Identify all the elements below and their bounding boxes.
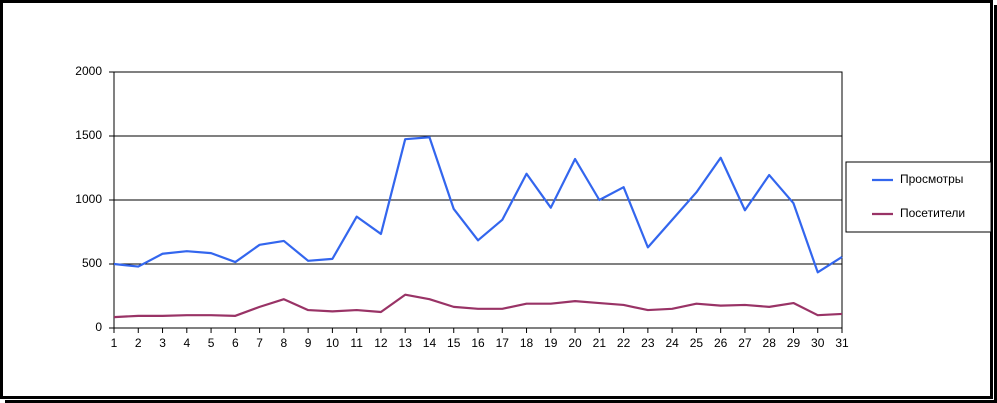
y-tick-label: 1000 <box>75 192 102 206</box>
series-line <box>113 136 843 274</box>
frame-shadow <box>994 5 997 403</box>
x-tick-label: 3 <box>159 336 166 350</box>
x-tick-label: 7 <box>256 336 263 350</box>
y-tick-label: 500 <box>82 256 102 270</box>
x-tick-label: 2 <box>135 336 142 350</box>
legend-box <box>845 161 992 233</box>
x-tick-label: 14 <box>423 336 437 350</box>
x-tick-label: 27 <box>738 336 752 350</box>
y-tick-label: 2000 <box>75 64 102 78</box>
x-tick-label: 11 <box>350 336 363 350</box>
series-line <box>113 293 843 319</box>
x-tick-label: 30 <box>811 336 825 350</box>
x-tick-label: 31 <box>835 336 849 350</box>
x-tick-label: 20 <box>568 336 582 350</box>
x-tick-label: 12 <box>374 336 388 350</box>
x-tick-label: 22 <box>617 336 631 350</box>
x-tick-label: 15 <box>447 336 461 350</box>
x-tick-label: 23 <box>641 336 655 350</box>
frame-shadow <box>5 400 997 403</box>
x-tick-label: 21 <box>593 336 607 350</box>
y-tick-label: 0 <box>95 320 102 334</box>
x-tick-label: 19 <box>544 336 558 350</box>
x-tick-label: 4 <box>183 336 190 350</box>
x-tick-label: 18 <box>520 336 534 350</box>
x-tick-label: 6 <box>232 336 239 350</box>
x-tick-label: 9 <box>305 336 312 350</box>
x-tick-label: 28 <box>763 336 777 350</box>
x-tick-label: 5 <box>208 336 215 350</box>
x-tick-label: 10 <box>326 336 340 350</box>
x-tick-label: 8 <box>281 336 288 350</box>
x-tick-label: 1 <box>111 336 118 350</box>
x-tick-label: 13 <box>399 336 413 350</box>
x-tick-label: 24 <box>665 336 679 350</box>
legend-label: Просмотры <box>900 172 963 186</box>
y-tick-label: 1500 <box>75 128 102 142</box>
x-tick-label: 26 <box>714 336 728 350</box>
legend-label: Посетители <box>900 206 965 220</box>
x-tick-label: 16 <box>471 336 485 350</box>
x-tick-label: 29 <box>787 336 801 350</box>
x-tick-label: 25 <box>690 336 704 350</box>
x-tick-label: 17 <box>496 336 510 350</box>
